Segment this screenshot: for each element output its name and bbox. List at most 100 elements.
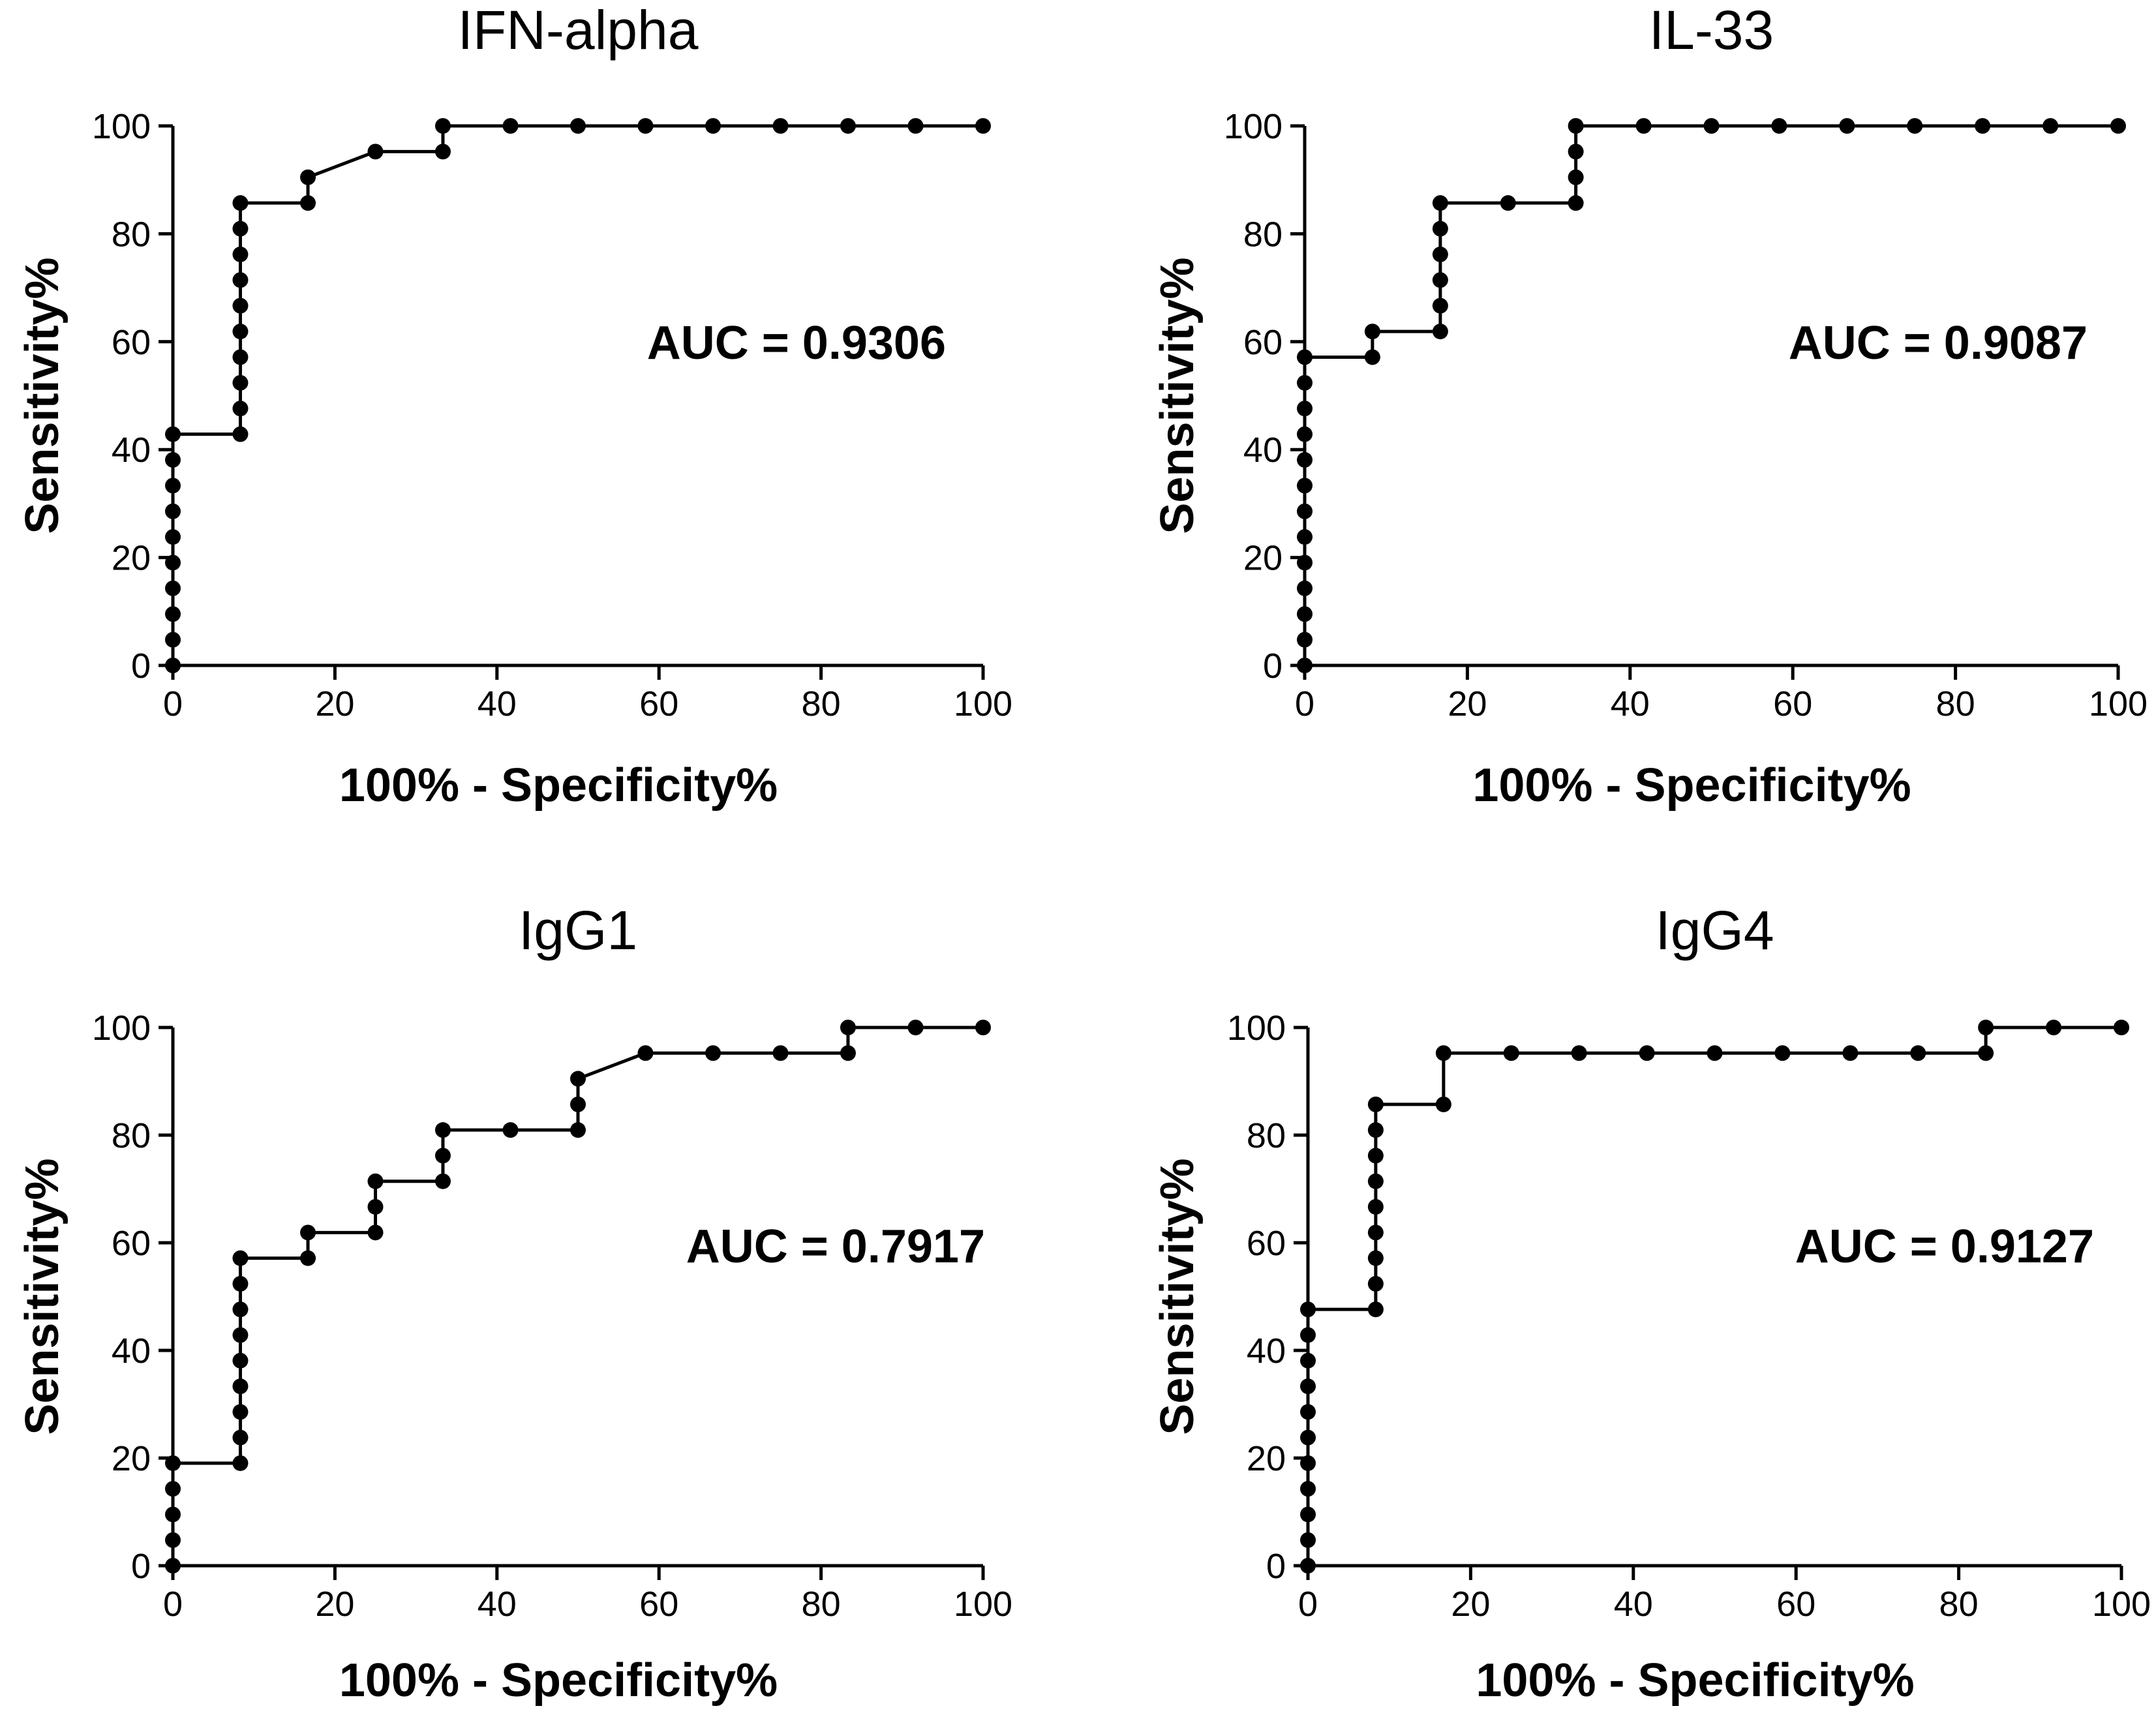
roc-data-point bbox=[1297, 374, 1313, 391]
roc-data-point bbox=[1367, 1225, 1384, 1241]
roc-data-point bbox=[1568, 144, 1584, 160]
roc-data-point bbox=[1842, 1045, 1859, 1061]
chart-panel-1: IFN-alpha 0 20 40 60 80 100 0 20 40 60 80 100 100% - … bbox=[16, 0, 1012, 812]
y-axis-label: Sensitivity% bbox=[1151, 257, 1204, 534]
y-tick-label: 80 bbox=[112, 215, 151, 254]
roc-data-point bbox=[1297, 658, 1313, 673]
roc-data-point bbox=[165, 451, 181, 468]
auc-annotation: AUC = 0.7917 bbox=[686, 1221, 985, 1273]
roc-data-point bbox=[1435, 1045, 1451, 1061]
roc-data-point bbox=[434, 118, 451, 134]
roc-data-point bbox=[1432, 324, 1448, 340]
x-axis-label: 100% - Specificity% bbox=[1472, 759, 1911, 812]
roc-data-point bbox=[1367, 1173, 1384, 1189]
y-tick-label: 60 bbox=[112, 323, 151, 362]
roc-data-point bbox=[232, 246, 249, 262]
roc-data-point bbox=[1300, 1506, 1316, 1523]
y-axis-label: Sensitivity% bbox=[16, 257, 68, 534]
roc-data-point bbox=[637, 118, 654, 134]
roc-data-point bbox=[232, 1301, 249, 1318]
roc-data-point bbox=[300, 1225, 316, 1241]
roc-data-point bbox=[165, 555, 181, 571]
roc-data-point bbox=[1297, 426, 1313, 442]
roc-data-point bbox=[1367, 1096, 1384, 1112]
roc-data-point bbox=[1432, 221, 1448, 237]
roc-data-point bbox=[705, 1045, 721, 1061]
x-tick-label: 100 bbox=[954, 1585, 1012, 1624]
x-axis-label: 100% - Specificity% bbox=[339, 759, 778, 812]
x-tick-label: 60 bbox=[639, 684, 678, 723]
y-tick-label: 20 bbox=[112, 1439, 151, 1478]
x-tick-label: 60 bbox=[1773, 684, 1812, 723]
roc-data-point bbox=[165, 1481, 181, 1497]
y-tick-label: 40 bbox=[1243, 431, 1283, 470]
chart-title: IFN-alpha bbox=[458, 0, 699, 61]
roc-data-point bbox=[1975, 118, 1991, 134]
roc-data-point bbox=[637, 1045, 654, 1061]
y-tick-label: 60 bbox=[1243, 323, 1283, 362]
x-tick-label: 40 bbox=[478, 1585, 517, 1624]
roc-data-point bbox=[1771, 118, 1787, 134]
roc-data-point bbox=[2042, 118, 2059, 134]
roc-data-point bbox=[165, 529, 181, 545]
y-tick-label: 100 bbox=[1224, 107, 1283, 146]
chart-panel-3: IgG1 0 20 40 60 80 100 0 20 40 60 80 100 100% - Speci… bbox=[16, 900, 1012, 1707]
y-tick-label: 60 bbox=[112, 1224, 151, 1263]
y-tick-label: 60 bbox=[1247, 1224, 1286, 1263]
roc-data-point bbox=[1300, 1352, 1316, 1369]
x-axis-label: 100% - Specificity% bbox=[339, 1654, 778, 1707]
roc-data-point bbox=[570, 1122, 586, 1138]
roc-data-point bbox=[165, 1532, 181, 1548]
roc-data-point bbox=[1297, 606, 1313, 622]
roc-data-point bbox=[772, 1045, 789, 1061]
x-tick-label: 80 bbox=[1936, 684, 1975, 723]
y-tick-label: 20 bbox=[1243, 539, 1283, 578]
y-tick-label: 100 bbox=[92, 1009, 151, 1048]
y-tick-label: 20 bbox=[1247, 1439, 1286, 1478]
roc-data-point bbox=[1978, 1045, 1994, 1061]
roc-data-point bbox=[1367, 1275, 1384, 1292]
x-tick-label: 0 bbox=[1298, 1585, 1318, 1624]
roc-data-point bbox=[232, 221, 249, 237]
roc-data-point bbox=[434, 144, 451, 160]
roc-data-point bbox=[1300, 1301, 1316, 1318]
y-tick-label: 40 bbox=[112, 1331, 151, 1371]
auc-annotation: AUC = 0.9306 bbox=[647, 317, 946, 369]
roc-data-point bbox=[1297, 478, 1313, 494]
x-tick-label: 0 bbox=[1295, 684, 1314, 723]
roc-data-point bbox=[300, 1250, 316, 1266]
roc-data-point bbox=[1703, 118, 1720, 134]
y-axis-label: Sensitivity% bbox=[16, 1158, 68, 1435]
roc-data-point bbox=[232, 1455, 249, 1471]
auc-annotation: AUC = 0.9087 bbox=[1789, 317, 2088, 369]
y-tick-label: 100 bbox=[1227, 1009, 1286, 1048]
roc-data-point bbox=[772, 118, 789, 134]
y-tick-label: 0 bbox=[131, 1547, 151, 1586]
roc-data-point bbox=[1300, 1455, 1316, 1471]
roc-data-point bbox=[2114, 1020, 2129, 1035]
x-tick-label: 40 bbox=[1614, 1585, 1653, 1624]
x-tick-label: 100 bbox=[2089, 684, 2148, 723]
roc-data-point bbox=[2110, 118, 2126, 134]
x-tick-label: 0 bbox=[163, 684, 183, 723]
x-tick-label: 60 bbox=[1776, 1585, 1815, 1624]
roc-data-point bbox=[1297, 555, 1313, 571]
y-tick-label: 40 bbox=[1247, 1331, 1286, 1371]
roc-data-point bbox=[1635, 118, 1652, 134]
roc-data-point bbox=[1432, 297, 1448, 314]
roc-data-point bbox=[1300, 1481, 1316, 1497]
roc-data-point bbox=[1297, 580, 1313, 596]
roc-data-point bbox=[1432, 195, 1448, 211]
roc-data-point bbox=[1367, 1122, 1384, 1138]
y-tick-label: 0 bbox=[131, 647, 151, 686]
roc-data-point bbox=[1364, 324, 1380, 340]
roc-data-point bbox=[1297, 451, 1313, 468]
roc-data-point bbox=[1297, 503, 1313, 519]
roc-data-point bbox=[1568, 169, 1584, 185]
roc-data-point bbox=[1910, 1045, 1926, 1061]
roc-data-point bbox=[1568, 195, 1584, 211]
roc-data-point bbox=[434, 1173, 451, 1189]
roc-data-point bbox=[232, 1352, 249, 1369]
y-tick-label: 20 bbox=[112, 539, 151, 578]
